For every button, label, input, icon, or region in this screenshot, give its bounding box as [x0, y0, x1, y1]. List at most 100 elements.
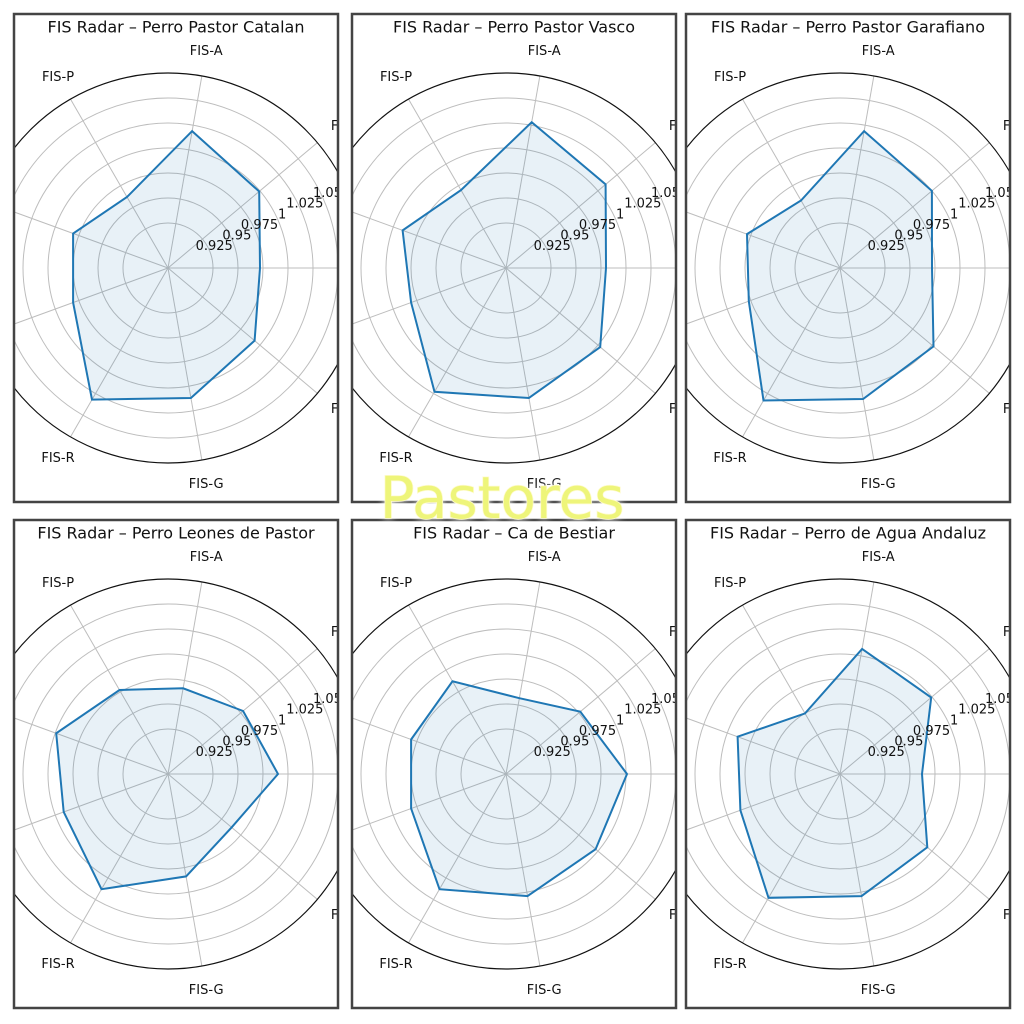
outer-frame — [14, 72, 338, 464]
spoke — [505, 142, 656, 269]
overlay-title: Pastores — [380, 464, 625, 532]
axis-label: FIS-P — [714, 70, 746, 85]
spoke — [167, 267, 203, 461]
axis-label: FI — [1003, 625, 1014, 640]
spoke — [742, 267, 841, 438]
axis-label: FI — [331, 625, 342, 640]
r-tick-label: 0.925 — [534, 745, 571, 760]
area — [402, 122, 606, 398]
r-tick-label: 0.925 — [196, 745, 233, 760]
spoke — [839, 773, 875, 967]
panel-frame — [684, 12, 1012, 504]
axis-label: FIS-R — [379, 451, 412, 466]
axis-label: FI — [1003, 908, 1014, 923]
spoke — [14, 717, 169, 775]
spoke — [505, 267, 541, 461]
radar-panel: FIFIS-AFIS-PFIS-RFIS-GFI0.9250.950.97511… — [14, 550, 342, 998]
r-tick-label: 1.025 — [286, 703, 323, 718]
spoke — [686, 211, 841, 269]
spoke — [70, 267, 169, 438]
panel-frame — [12, 12, 340, 504]
spoke — [742, 98, 841, 269]
spoke — [839, 267, 875, 461]
spoke — [742, 604, 841, 775]
axis-label: FIS-R — [379, 957, 412, 972]
outer-frame — [686, 72, 1010, 464]
grid-ring — [352, 97, 676, 439]
spoke — [14, 211, 169, 269]
r-tick-label: 1.05 — [651, 186, 680, 201]
spoke — [167, 773, 318, 900]
r-tick-label: 1.05 — [313, 692, 342, 707]
chart-title: FIS Radar – Perro Pastor Catalan — [47, 18, 304, 37]
spoke — [167, 773, 203, 967]
spoke — [505, 773, 656, 900]
r-tick-label: 0.975 — [579, 218, 616, 233]
axis-label: FIS-P — [42, 576, 74, 591]
area — [411, 681, 627, 897]
r-tick-label: 0.95 — [894, 228, 923, 243]
r-tick-label: 0.925 — [868, 239, 905, 254]
spoke — [686, 717, 841, 775]
chart-title: FIS Radar – Perro Leones de Pastor — [37, 524, 315, 543]
r-tick-label: 1 — [278, 713, 286, 728]
grid-ring — [686, 97, 1010, 439]
line — [736, 647, 933, 899]
spoke — [505, 267, 656, 394]
chart-title: FIS Radar – Ca de Bestiar — [413, 524, 615, 543]
r-tick-label: 1 — [616, 713, 624, 728]
area — [73, 131, 260, 400]
spoke — [839, 648, 990, 775]
spoke — [505, 773, 541, 967]
r-tick-label: 1.025 — [624, 703, 661, 718]
radar-panel: FIFIS-AFIS-PFIS-RFIS-GFI0.9250.950.97511… — [352, 44, 680, 492]
axis-label: FI — [669, 908, 680, 923]
r-tick-label: 0.95 — [894, 734, 923, 749]
spoke — [408, 773, 507, 944]
spoke — [839, 581, 875, 775]
outer-frame — [14, 578, 338, 970]
spoke — [505, 581, 541, 775]
spoke — [14, 773, 169, 831]
r-tick-label: 1 — [950, 713, 958, 728]
spoke — [839, 267, 990, 394]
spoke — [352, 267, 507, 325]
spoke — [352, 717, 507, 775]
r-tick-label: 0.975 — [241, 724, 278, 739]
axis-label: FIS-R — [41, 451, 74, 466]
spoke — [167, 75, 203, 269]
axis-label: FIS-A — [862, 44, 895, 59]
r-tick-label: 0.95 — [560, 734, 589, 749]
outer-frame — [352, 72, 676, 464]
r-tick-label: 1.05 — [985, 186, 1014, 201]
r-tick-label: 0.925 — [196, 239, 233, 254]
axis-label: FIS-A — [528, 44, 561, 59]
axis-label: FI — [669, 119, 680, 134]
spoke — [408, 267, 507, 438]
grid-ring — [14, 603, 338, 945]
axis-label: FI — [1003, 119, 1014, 134]
r-tick-label: 1 — [616, 207, 624, 222]
outer-frame — [352, 578, 676, 970]
axis-label: FIS-A — [528, 550, 561, 565]
r-tick-label: 0.975 — [913, 724, 950, 739]
axis-label: FIS-R — [713, 451, 746, 466]
grid-ring — [352, 603, 676, 945]
r-tick-label: 0.95 — [222, 228, 251, 243]
grid-ring — [14, 97, 338, 439]
r-tick-label: 1.05 — [313, 186, 342, 201]
spoke — [408, 604, 507, 775]
spoke — [839, 773, 990, 900]
axis-label: FIS-A — [190, 44, 223, 59]
spoke — [352, 773, 507, 831]
r-tick-label: 1.025 — [286, 197, 323, 212]
r-tick-label: 1 — [278, 207, 286, 222]
spoke — [505, 75, 541, 269]
line — [745, 129, 935, 402]
axis-label: FIS-A — [190, 550, 223, 565]
axis-label: FIS-G — [189, 477, 224, 492]
panel-frame — [684, 518, 1012, 1010]
axis-label: FI — [669, 625, 680, 640]
r-tick-label: 0.95 — [222, 734, 251, 749]
line — [55, 687, 280, 891]
